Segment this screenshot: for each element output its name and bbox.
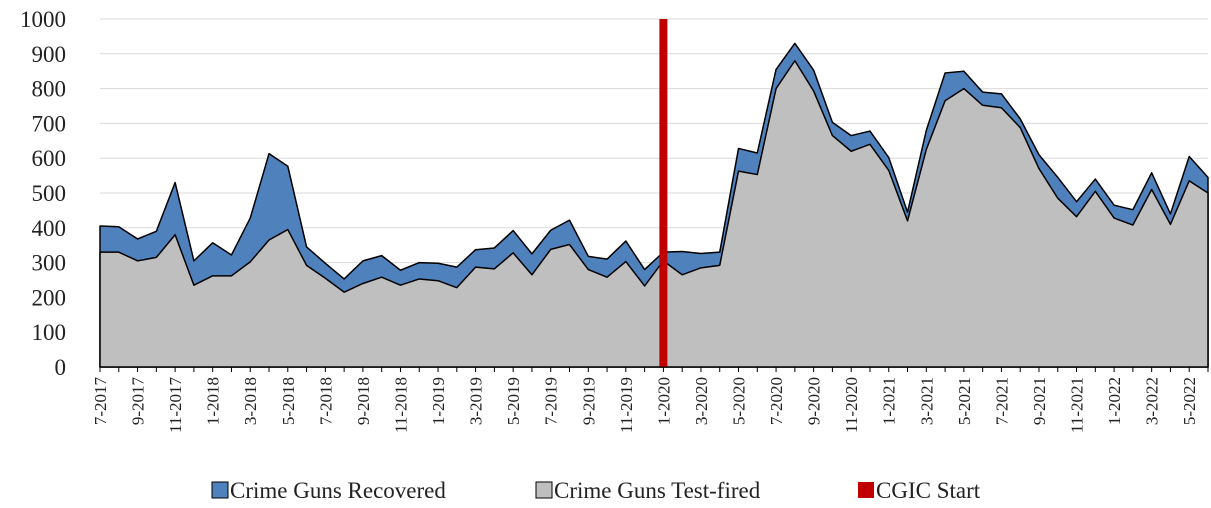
x-tick-label: 5-2022 [1180,377,1199,425]
x-tick-label: 11-2018 [391,377,410,433]
y-tick-label: 900 [32,42,67,67]
legend-swatch [858,482,874,498]
y-tick-label: 100 [32,320,67,345]
y-tick-label: 600 [32,146,67,171]
x-tick-label: 5-2018 [279,377,298,425]
legend-swatch [211,481,229,499]
x-tick-label: 7-2021 [992,377,1011,425]
x-tick-label: 3-2018 [241,377,260,425]
y-tick-label: 400 [32,216,67,241]
x-tick-label: 9-2017 [129,377,148,426]
y-tick-label: 200 [32,285,67,310]
x-tick-label: 11-2019 [617,377,636,433]
x-tick-label: 3-2021 [917,377,936,425]
x-tick-label: 1-2018 [204,377,223,425]
legend-swatch [535,481,553,499]
x-tick-label: 1-2020 [654,377,673,425]
y-tick-label: 300 [32,251,67,276]
legend-label: Crime Guns Test-fired [554,478,761,503]
x-tick-label: 11-2020 [842,377,861,433]
x-tick-label: 5-2020 [730,377,749,425]
x-tick-label: 7-2019 [542,377,561,425]
y-tick-label: 1000 [20,7,66,32]
x-tick-label: 9-2020 [805,377,824,425]
legend-label: CGIC Start [876,478,981,503]
x-tick-label: 11-2017 [166,377,185,434]
x-tick-label: 3-2019 [467,377,486,425]
x-tick-label: 1-2022 [1105,377,1124,425]
y-tick-label: 0 [55,355,67,380]
x-tick-label: 9-2021 [1030,377,1049,425]
legend-label: Crime Guns Recovered [230,478,446,503]
y-tick-label: 700 [32,111,67,136]
x-tick-label: 3-2020 [692,377,711,425]
x-tick-label: 5-2019 [504,377,523,425]
y-tick-label: 500 [32,181,67,206]
y-tick-label: 800 [32,77,67,102]
x-tick-label: 1-2021 [880,377,899,425]
x-tick-label: 11-2021 [1068,377,1087,433]
x-tick-label: 7-2017 [91,377,110,426]
x-tick-label: 7-2020 [767,377,786,425]
x-tick-label: 3-2022 [1143,377,1162,425]
x-tick-label: 9-2018 [354,377,373,425]
x-tick-label: 5-2021 [955,377,974,425]
x-tick-label: 9-2019 [579,377,598,425]
x-tick-label: 1-2019 [429,377,448,425]
x-tick-label: 7-2018 [316,377,335,425]
